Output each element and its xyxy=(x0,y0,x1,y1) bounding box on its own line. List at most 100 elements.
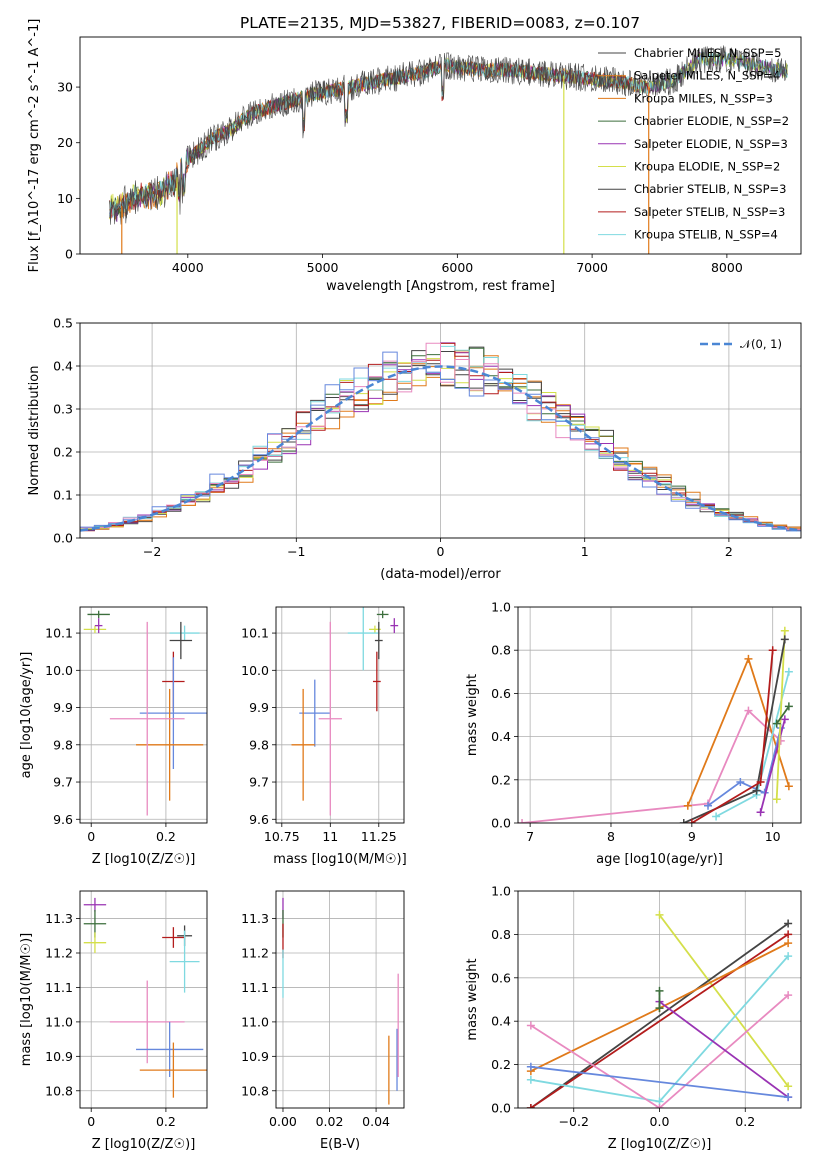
y-tick-label: 11.0 xyxy=(241,1014,269,1029)
y-tick-label: 0.4 xyxy=(53,359,73,374)
y-tick-label: 0.2 xyxy=(53,445,73,460)
mass-weight-line xyxy=(707,727,782,807)
y-tick-label: 11.2 xyxy=(45,946,73,961)
plot-area-mass-vs-Z xyxy=(80,891,207,1108)
mass-weight-marker xyxy=(784,991,793,1000)
y-tick-label: 30 xyxy=(57,80,73,95)
x-tick-label: 6000 xyxy=(441,260,473,275)
x-tick-label: 1 xyxy=(581,544,589,559)
mass-weight-marker xyxy=(687,819,696,823)
error-bar-point xyxy=(83,932,107,953)
axes-frame xyxy=(79,606,208,824)
figure-title: PLATE=2135, MJD=53827, FIBERID=0083, z=0… xyxy=(240,14,640,32)
error-bar-point xyxy=(291,688,315,801)
legend-label: Kroupa MILES, N_SSP=3 xyxy=(634,91,773,105)
error-bar-point xyxy=(318,621,342,816)
mass-weight-line xyxy=(658,1000,789,1098)
y-tick-label: 11.0 xyxy=(45,1014,73,1029)
x-tick-label: 8 xyxy=(607,829,615,844)
error-bar-point xyxy=(376,610,389,619)
mass-weight-line xyxy=(530,994,789,1108)
error-bar-point xyxy=(109,621,185,816)
y-axis-label: Normed distribution xyxy=(27,366,42,496)
mass-weight-marker xyxy=(526,1104,535,1108)
y-tick-label: 9.7 xyxy=(249,775,269,790)
mass-weight-marker xyxy=(784,702,793,711)
error-bar-point xyxy=(299,679,331,747)
mass-weight-marker xyxy=(744,654,753,663)
mass-weight-marker xyxy=(784,919,793,928)
axes-frame xyxy=(275,606,405,824)
panel-mass-vs-EBV: 0.00 0.02 0.04 10.8 10.9 11.0 11.1 11.2 11.3 E(B-… xyxy=(241,890,405,1152)
y-tick-label: 0.8 xyxy=(491,927,511,942)
axes-frame xyxy=(79,322,802,539)
x-tick-label: 7 xyxy=(526,829,534,844)
legend-label: 𝒩(0, 1) xyxy=(740,337,782,351)
x-tick-label: −1 xyxy=(287,544,305,559)
error-bar-point xyxy=(83,897,107,912)
mass-weight-marker xyxy=(780,626,789,635)
y-tick-label: 9.6 xyxy=(53,812,73,827)
y-tick-label: 0.4 xyxy=(491,729,511,744)
error-bar-point xyxy=(83,625,107,634)
y-tick-label: 0 xyxy=(65,247,73,262)
y-tick-label: 10.1 xyxy=(45,626,73,641)
y-tick-label: 11.2 xyxy=(241,946,269,961)
y-tick-label: 0.0 xyxy=(491,816,511,831)
plot-area-age-vs-Z xyxy=(80,607,207,823)
mass-weight-marker xyxy=(784,782,793,791)
y-tick-label: 9.9 xyxy=(249,700,269,715)
mass-weight-marker xyxy=(712,812,721,821)
axes-frame xyxy=(79,890,208,1109)
x-axis-label: (data-model)/error xyxy=(380,567,501,582)
error-bar-point xyxy=(169,930,200,993)
mass-weight-marker xyxy=(526,1021,535,1030)
y-axis-label: age [log10(age/yr)] xyxy=(19,652,34,779)
mass-weight-marker xyxy=(768,646,777,655)
y-tick-label: 10.9 xyxy=(241,1049,269,1064)
x-tick-label: 0.02 xyxy=(316,1114,344,1129)
axes-frame xyxy=(517,890,802,1109)
mass-weight-marker xyxy=(784,930,793,939)
y-tick-label: 0.6 xyxy=(491,686,511,701)
x-tick-label: 0 xyxy=(437,544,445,559)
x-axis-label: E(B-V) xyxy=(320,1137,360,1152)
panel-age-vs-Z: 0 0.2 9.6 9.7 9.8 9.9 10.0 10.1 age [log10(age/y… xyxy=(19,606,208,867)
x-tick-label: 11 xyxy=(322,829,338,844)
mass-weight-line xyxy=(521,709,782,823)
x-tick-label: 0.04 xyxy=(362,1114,390,1129)
plot-area-mw-vs-Z xyxy=(518,891,801,1108)
y-tick-label: 11.1 xyxy=(241,980,269,995)
y-tick-label: 9.8 xyxy=(249,737,269,752)
y-tick-label: 11.3 xyxy=(45,911,73,926)
x-tick-label: 0 xyxy=(87,1114,95,1129)
spectrum-legend: Chabrier MILES, N_SSP=5 Salpeter MILES, N… xyxy=(598,46,789,242)
mass-weight-marker xyxy=(756,777,765,786)
x-axis-label: age [log10(age/yr)] xyxy=(596,852,723,867)
mass-weight-marker xyxy=(679,819,688,823)
y-tick-label: 0.4 xyxy=(491,1014,511,1029)
y-tick-label: 9.7 xyxy=(53,775,73,790)
mass-weight-marker xyxy=(526,1075,535,1084)
panel-mw-vs-Z: −0.2 0.0 0.2 0.0 0.2 0.4 0.6 0.8 1.0 mass weight Z… xyxy=(465,884,802,1152)
y-tick-label: 0.8 xyxy=(491,643,511,658)
mass-weight-marker xyxy=(784,952,793,961)
x-tick-label: 8000 xyxy=(711,260,743,275)
error-bar-point xyxy=(136,688,204,801)
x-axis-label: Z [log10(Z/Z☉)] xyxy=(608,1137,712,1152)
mass-weight-marker xyxy=(752,786,761,795)
y-tick-label: 0.6 xyxy=(491,970,511,985)
mass-weight-marker xyxy=(780,635,789,644)
x-tick-label: 2 xyxy=(725,544,733,559)
mass-weight-marker xyxy=(772,795,781,804)
x-tick-label: 7000 xyxy=(576,260,608,275)
x-tick-label: 10 xyxy=(765,829,781,844)
y-tick-label: 10.8 xyxy=(241,1083,269,1098)
y-tick-label: 0.2 xyxy=(491,1057,511,1072)
y-tick-label: 10.0 xyxy=(241,663,269,678)
error-bar-point xyxy=(87,610,110,619)
mass-weight-marker xyxy=(655,986,664,995)
y-tick-label: 0.0 xyxy=(491,1101,511,1116)
